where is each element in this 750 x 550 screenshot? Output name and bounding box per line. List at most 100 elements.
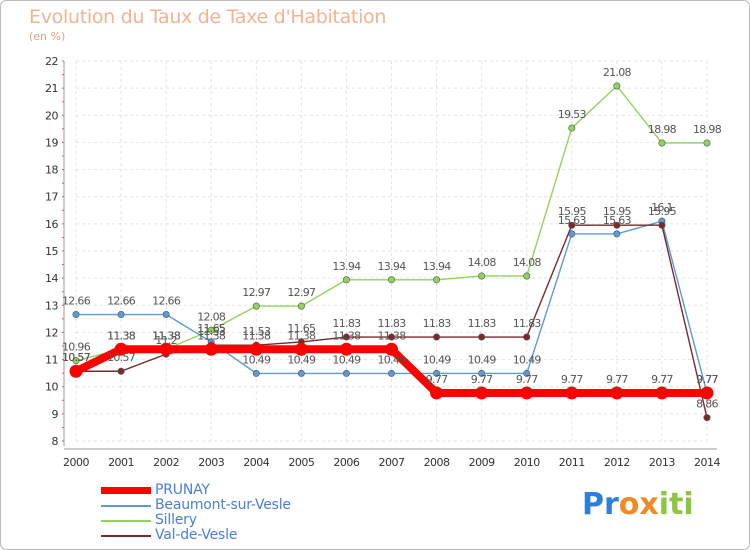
data-point	[159, 342, 173, 356]
data-label: 13.94	[332, 260, 361, 273]
data-label: 11.38	[287, 329, 316, 342]
legend-swatch	[101, 520, 151, 522]
logo-letter: r	[604, 487, 619, 522]
data-label: 10.49	[332, 353, 361, 366]
data-point	[478, 369, 486, 377]
data-label: 14.08	[468, 256, 497, 269]
proxiti-logo: Proxiti	[582, 487, 694, 522]
data-label: 16.1	[651, 201, 673, 214]
data-point	[72, 357, 80, 365]
y-tick-label: 10	[45, 381, 58, 394]
data-label: 18.98	[648, 123, 677, 136]
legend-label: Sillery	[155, 512, 197, 528]
data-label: 10.57	[107, 351, 136, 364]
data-point	[520, 386, 534, 400]
data-label: 12.66	[152, 295, 181, 308]
data-label: 15.95	[648, 205, 677, 218]
data-point	[568, 221, 576, 229]
y-tick-label: 20	[45, 109, 58, 122]
data-point	[475, 386, 489, 400]
x-tick-label: 2014	[694, 456, 720, 469]
data-point	[523, 369, 531, 377]
data-point	[297, 369, 305, 377]
logo-letter: P	[582, 487, 604, 522]
data-label: 13.94	[378, 260, 407, 273]
logo-letter: i	[683, 487, 694, 522]
data-label: 14.08	[513, 256, 542, 269]
data-label: 9.77	[651, 373, 673, 386]
x-tick-label: 2002	[153, 456, 179, 469]
data-point	[342, 276, 350, 284]
data-label: 15.63	[558, 214, 587, 227]
logo-letter: i	[658, 487, 670, 522]
data-point	[703, 139, 711, 147]
data-point	[433, 333, 441, 341]
legend-label: Beaumont-sur-Vesle	[155, 497, 291, 513]
data-point	[478, 272, 486, 280]
data-label: 9.77	[696, 373, 718, 386]
data-label: 11.38	[152, 329, 181, 342]
data-point	[207, 326, 215, 334]
y-tick-label: 8	[52, 435, 59, 448]
data-point	[478, 333, 486, 341]
data-point	[252, 369, 260, 377]
data-label: 15.95	[603, 205, 632, 218]
data-label: 11.53	[242, 325, 271, 338]
x-tick-label: 2011	[559, 456, 585, 469]
data-label: 12.66	[62, 295, 91, 308]
x-tick-label: 2003	[198, 456, 224, 469]
data-label: 12.97	[242, 286, 271, 299]
logo-letter: x	[639, 487, 659, 522]
data-point	[342, 369, 350, 377]
data-point	[703, 414, 711, 422]
data-point	[387, 369, 395, 377]
y-tick-label: 16	[45, 218, 58, 231]
data-point	[433, 276, 441, 284]
data-label: 11.38	[152, 329, 181, 342]
data-point	[655, 386, 669, 400]
y-tick-label: 11	[45, 354, 58, 367]
data-point	[69, 364, 83, 378]
data-label: 11.38	[197, 329, 226, 342]
data-label: 11.83	[332, 317, 361, 330]
data-label: 11.65	[287, 322, 316, 335]
data-point	[568, 124, 576, 132]
data-label: 12.66	[107, 295, 136, 308]
data-label: 21.08	[603, 66, 632, 79]
data-point	[613, 230, 621, 238]
y-tick-label: 21	[45, 82, 58, 95]
y-tick-label: 13	[45, 299, 58, 312]
data-label: 12.08	[197, 310, 226, 323]
data-label: 18.98	[693, 123, 722, 136]
data-label: 19.53	[558, 108, 587, 121]
data-label: 9.77	[516, 373, 538, 386]
data-point	[610, 386, 624, 400]
legend-swatch	[101, 535, 151, 537]
data-point	[342, 333, 350, 341]
data-point	[565, 386, 579, 400]
data-label: 10.49	[513, 353, 542, 366]
data-point	[297, 302, 305, 310]
data-label: 11.65	[197, 322, 226, 335]
data-point	[700, 386, 714, 400]
data-label: 11.38	[107, 329, 136, 342]
data-label: 11.53	[197, 325, 226, 338]
data-label: 15.95	[558, 205, 587, 218]
data-label: 13.94	[423, 260, 452, 273]
data-point	[339, 342, 353, 356]
legend-label: PRUNAY	[155, 482, 210, 498]
y-tick-label: 18	[45, 164, 58, 177]
x-tick-label: 2012	[604, 456, 630, 469]
y-tick-label: 22	[45, 55, 58, 68]
data-point	[117, 311, 125, 319]
data-point	[658, 221, 666, 229]
data-label: 10.49	[287, 353, 316, 366]
chart-subtitle: (en %)	[29, 30, 66, 43]
data-point	[658, 139, 666, 147]
x-tick-label: 2006	[333, 456, 359, 469]
data-label: 10.57	[62, 351, 91, 364]
data-point	[387, 276, 395, 284]
y-tick-label: 9	[52, 408, 59, 421]
